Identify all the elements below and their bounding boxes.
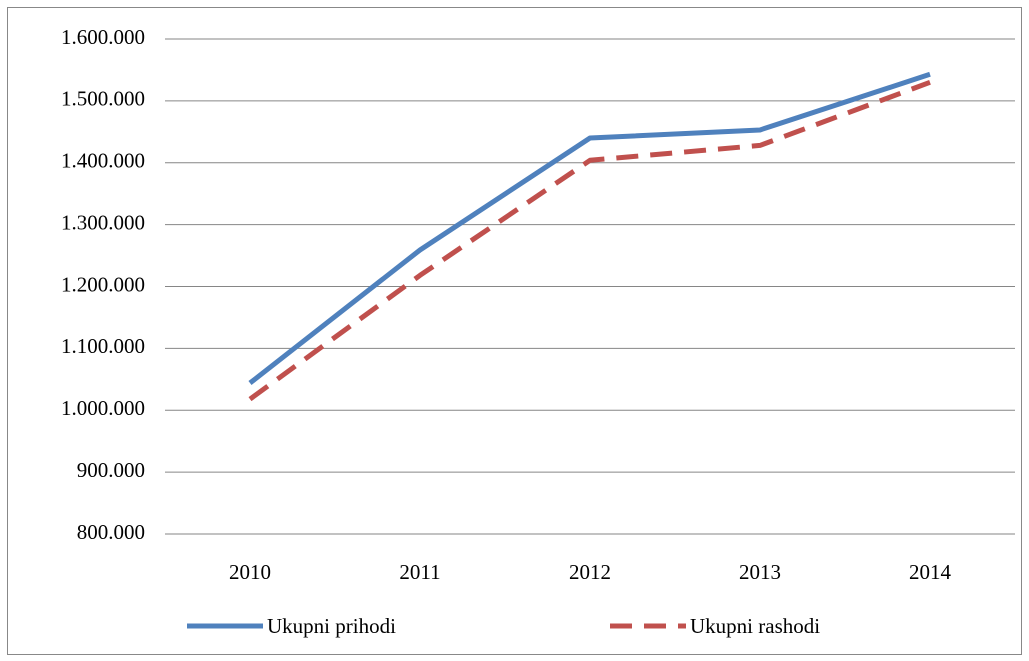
legend-label: Ukupni prihodi — [267, 614, 396, 638]
x-tick-label: 2013 — [739, 560, 781, 584]
data-line — [248, 71, 931, 385]
y-tick-label: 1.600.000 — [61, 25, 145, 49]
y-tick-label: 1.100.000 — [61, 334, 145, 358]
y-tick-label: 900.000 — [77, 458, 145, 482]
x-tick-label: 2012 — [569, 560, 611, 584]
chart-frame — [7, 7, 1022, 655]
legend-label: Ukupni rashodi — [690, 614, 820, 638]
data-line — [248, 79, 931, 402]
y-tick-label: 1.500.000 — [61, 87, 145, 111]
y-tick-label: 1.200.000 — [61, 272, 145, 296]
x-tick-label: 2010 — [229, 560, 271, 584]
y-tick-label: 1.400.000 — [61, 149, 145, 173]
x-tick-label: 2011 — [399, 560, 440, 584]
y-tick-label: 800.000 — [77, 520, 145, 544]
y-tick-label: 1.000.000 — [61, 396, 145, 420]
y-tick-label: 1.300.000 — [61, 210, 145, 234]
x-tick-label: 2014 — [909, 560, 952, 584]
